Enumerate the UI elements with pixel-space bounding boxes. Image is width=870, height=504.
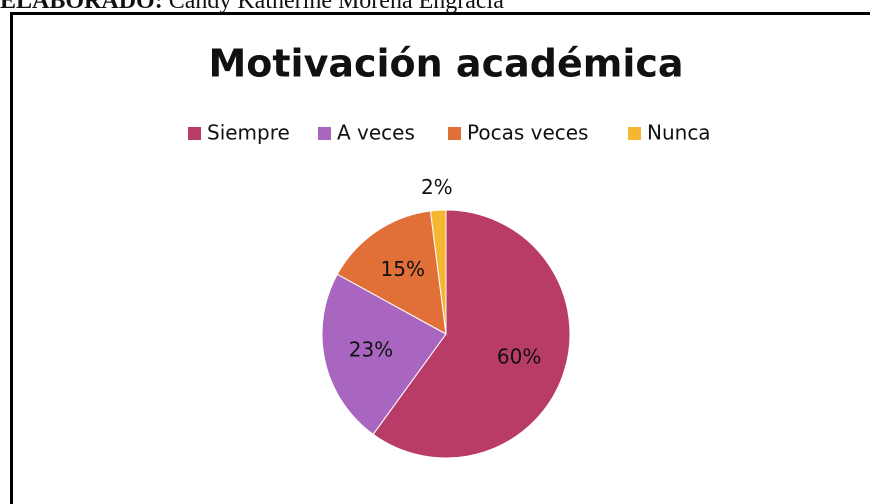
legend-label: Siempre — [207, 121, 290, 145]
legend-swatch — [318, 127, 331, 140]
data-label: 23% — [349, 337, 393, 361]
legend-swatch — [628, 127, 641, 140]
legend-label: A veces — [337, 121, 415, 145]
legend-label: Pocas veces — [467, 121, 588, 145]
legend-swatch — [188, 127, 201, 140]
legend-label: Nunca — [647, 121, 711, 145]
legend-swatch — [448, 127, 461, 140]
header: ELABORADO: Candy Katherine Morena Engrac… — [0, 0, 504, 14]
pie-slice — [336, 210, 447, 335]
pie-slice — [429, 209, 447, 335]
header-name: Candy Katherine Morena Engracia — [169, 0, 505, 14]
pie-slice — [321, 273, 447, 436]
data-label: 60% — [497, 344, 541, 368]
header-label: ELABORADO: — [0, 0, 163, 14]
pie-slice — [372, 209, 571, 459]
data-label: 2% — [421, 175, 453, 199]
data-label: 15% — [381, 257, 425, 281]
chart-title: Motivación académica — [208, 42, 683, 86]
